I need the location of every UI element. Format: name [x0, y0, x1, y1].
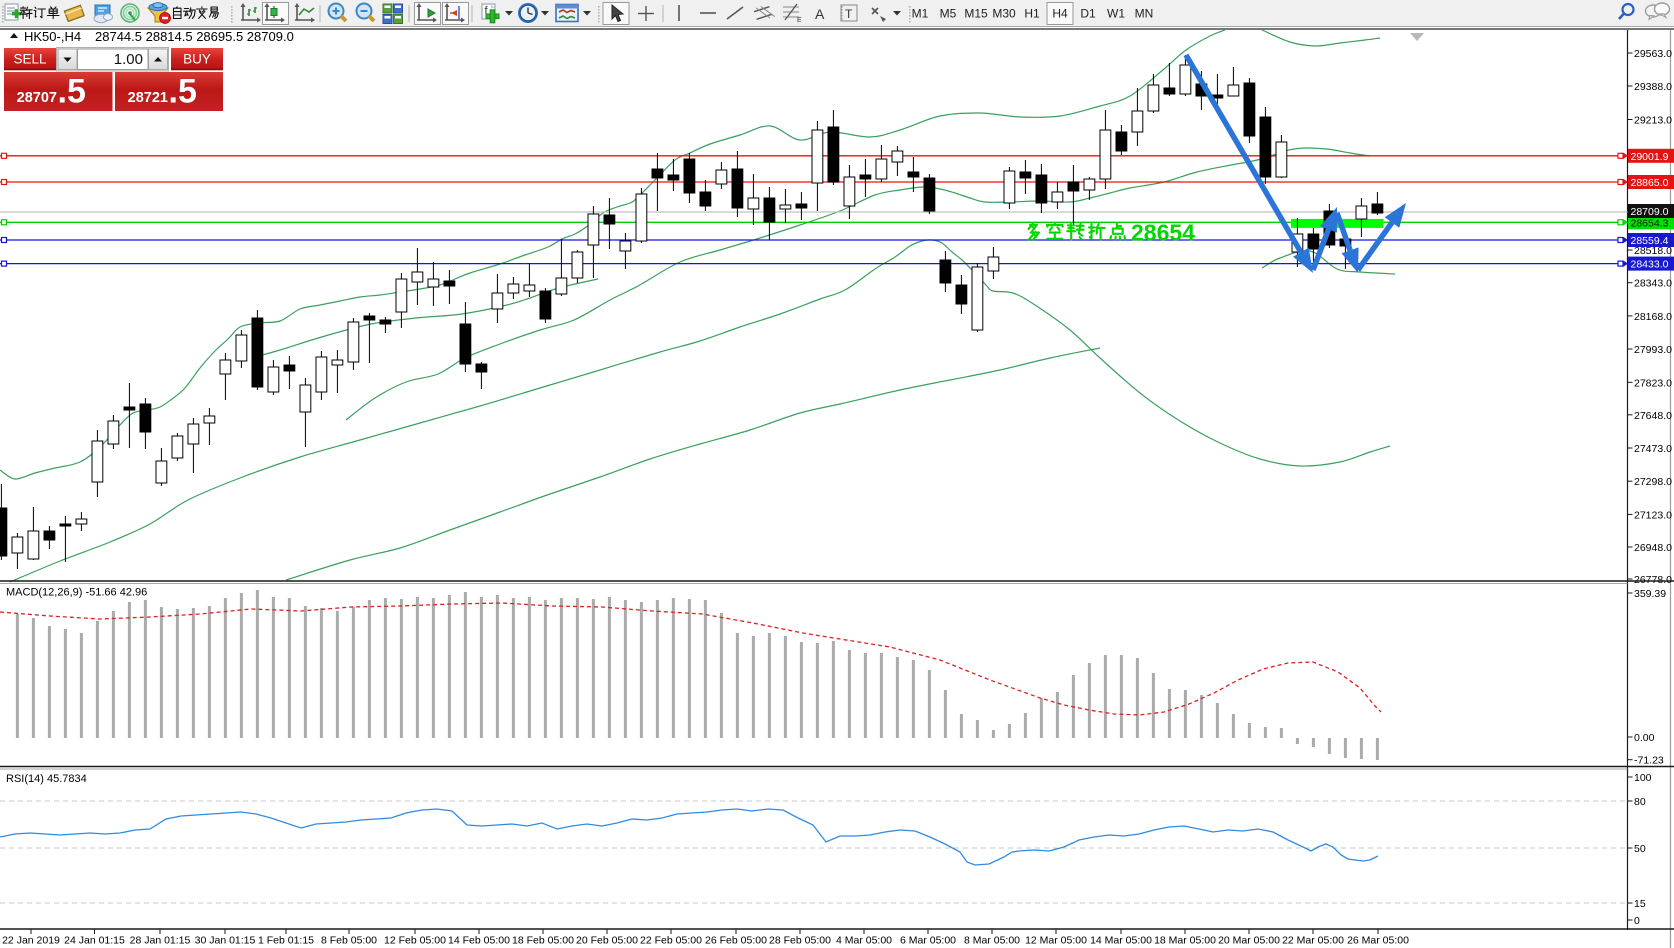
svg-text:RSI(14) 45.7834: RSI(14) 45.7834 [6, 773, 87, 785]
svg-text:22 Jan 2019: 22 Jan 2019 [2, 935, 60, 947]
svg-text:27993.0: 27993.0 [1634, 344, 1672, 356]
svg-text:28433.0: 28433.0 [1631, 259, 1669, 271]
svg-text:28654.3: 28654.3 [1631, 217, 1669, 229]
svg-text:359.39: 359.39 [1634, 588, 1666, 600]
svg-text:28707: 28707 [17, 90, 57, 106]
svg-text:30 Jan 01:15: 30 Jan 01:15 [195, 935, 256, 947]
svg-text:H4: H4 [1052, 7, 1068, 21]
svg-text:27473.0: 27473.0 [1634, 443, 1672, 455]
svg-text:0.00: 0.00 [1634, 732, 1655, 744]
svg-text:1 Feb 01:15: 1 Feb 01:15 [258, 935, 314, 947]
svg-text:f: f [485, 5, 489, 17]
svg-text:M5: M5 [940, 7, 957, 21]
svg-text:24 Jan 01:15: 24 Jan 01:15 [64, 935, 125, 947]
svg-text:-71.23: -71.23 [1634, 755, 1664, 767]
svg-text:26948.0: 26948.0 [1634, 542, 1672, 554]
svg-text:BUY: BUY [183, 52, 211, 67]
svg-text:28721: 28721 [128, 90, 168, 106]
svg-text:.5: .5 [58, 73, 86, 111]
svg-text:8 Feb 05:00: 8 Feb 05:00 [321, 935, 377, 947]
svg-text:27823.0: 27823.0 [1634, 377, 1672, 389]
svg-text:28744.5 28814.5 28695.5 28709.: 28744.5 28814.5 28695.5 28709.0 [95, 29, 294, 44]
svg-text:0: 0 [1634, 915, 1640, 927]
svg-text:28709.0: 28709.0 [1631, 206, 1669, 218]
svg-text:1.00: 1.00 [114, 51, 143, 68]
svg-text:SELL: SELL [13, 52, 47, 67]
svg-text:80: 80 [1634, 796, 1646, 808]
svg-text:18 Mar 05:00: 18 Mar 05:00 [1154, 935, 1216, 947]
svg-text:27298.0: 27298.0 [1634, 476, 1672, 488]
svg-text:27648.0: 27648.0 [1634, 410, 1672, 422]
svg-text:26 Mar 05:00: 26 Mar 05:00 [1347, 935, 1409, 947]
svg-text:28 Jan 01:15: 28 Jan 01:15 [130, 935, 191, 947]
svg-text:4 Mar 05:00: 4 Mar 05:00 [836, 935, 892, 947]
svg-text:22 Mar 05:00: 22 Mar 05:00 [1282, 935, 1344, 947]
svg-text:29213.0: 29213.0 [1634, 115, 1672, 127]
svg-text:29563.0: 29563.0 [1634, 48, 1672, 60]
svg-text:8 Mar 05:00: 8 Mar 05:00 [964, 935, 1020, 947]
svg-text:26 Feb 05:00: 26 Feb 05:00 [705, 935, 767, 947]
svg-text:MACD(12,26,9) -51.66 42.96: MACD(12,26,9) -51.66 42.96 [6, 587, 147, 599]
svg-text:28654: 28654 [1131, 220, 1195, 246]
svg-text:MN: MN [1135, 7, 1154, 21]
svg-text:6 Mar 05:00: 6 Mar 05:00 [900, 935, 956, 947]
svg-text:18 Feb 05:00: 18 Feb 05:00 [512, 935, 574, 947]
svg-text:W1: W1 [1107, 7, 1125, 21]
svg-text:HK50-,H4: HK50-,H4 [24, 29, 81, 44]
svg-text:15: 15 [1634, 898, 1646, 910]
svg-text:22 Feb 05:00: 22 Feb 05:00 [640, 935, 702, 947]
svg-text:20 Feb 05:00: 20 Feb 05:00 [576, 935, 638, 947]
svg-text:12 Feb 05:00: 12 Feb 05:00 [384, 935, 446, 947]
svg-text:27123.0: 27123.0 [1634, 509, 1672, 521]
svg-text:50: 50 [1634, 843, 1646, 855]
svg-text:M30: M30 [992, 7, 1016, 21]
svg-text:28 Feb 05:00: 28 Feb 05:00 [769, 935, 831, 947]
svg-text:28343.0: 28343.0 [1634, 278, 1672, 290]
svg-text:100: 100 [1634, 772, 1652, 784]
svg-text:29388.0: 29388.0 [1634, 81, 1672, 93]
svg-text:28865.0: 28865.0 [1631, 177, 1669, 189]
svg-text:14 Feb 05:00: 14 Feb 05:00 [448, 935, 510, 947]
svg-text:20 Mar 05:00: 20 Mar 05:00 [1218, 935, 1280, 947]
svg-text:M1: M1 [912, 7, 929, 21]
svg-text:H1: H1 [1024, 7, 1040, 21]
svg-text:29001.9: 29001.9 [1631, 151, 1669, 163]
svg-text:A: A [815, 6, 825, 22]
svg-text:28518.0: 28518.0 [1634, 245, 1672, 257]
svg-text:T: T [845, 7, 853, 21]
svg-text:14 Mar 05:00: 14 Mar 05:00 [1090, 935, 1152, 947]
svg-text:12 Mar 05:00: 12 Mar 05:00 [1025, 935, 1087, 947]
svg-text:28168.0: 28168.0 [1634, 311, 1672, 323]
svg-text:.5: .5 [169, 73, 197, 111]
svg-text:26778.0: 26778.0 [1634, 574, 1672, 586]
svg-text:E: E [797, 17, 802, 24]
svg-text:D1: D1 [1080, 7, 1096, 21]
svg-text:M15: M15 [964, 7, 988, 21]
svg-text:28559.4: 28559.4 [1631, 235, 1669, 247]
